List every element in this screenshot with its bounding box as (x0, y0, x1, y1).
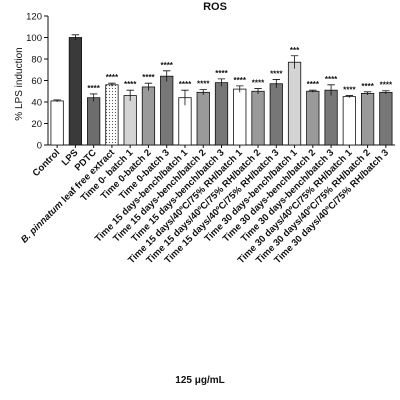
error-bar-6 (144, 82, 153, 91)
error-bar-11 (236, 85, 244, 93)
error-bar-13 (272, 79, 281, 89)
significance-label-11: **** (234, 76, 247, 85)
error-bar-19 (382, 90, 390, 94)
bar-12 (251, 90, 265, 146)
significance-label-8: **** (179, 80, 192, 89)
error-bar-8 (181, 89, 189, 106)
significance-label-3: **** (87, 84, 100, 93)
significance-label-4: **** (106, 73, 119, 82)
bar-9 (196, 91, 210, 146)
bars: ************************ ************ ****… (50, 34, 393, 146)
error-bar-7 (162, 70, 171, 82)
significance-label-13: **** (270, 69, 283, 78)
y-tick-label-80: 80 (31, 55, 42, 66)
significance-label-10: **** (215, 69, 228, 78)
y-tick-label-100: 100 (26, 33, 42, 44)
error-bar-14 (290, 55, 299, 69)
significance-label-16: **** (325, 75, 338, 84)
bar-1 (50, 100, 64, 146)
y-tick-label-120: 120 (26, 12, 42, 23)
error-bar-12 (254, 88, 262, 94)
error-bar-5 (126, 89, 134, 101)
significance-label-15: **** (307, 80, 320, 89)
bar-17 (342, 96, 356, 146)
error-bar-2 (71, 34, 80, 41)
significance-label-6: **** (142, 73, 155, 82)
significance-label-5: **** (124, 80, 137, 89)
y-tick-label-0: 0 (37, 141, 42, 152)
bar-13 (269, 83, 283, 146)
significance-label-17: **** (343, 86, 356, 95)
bar-11 (233, 88, 247, 146)
bar-3 (87, 97, 101, 146)
bar-7 (160, 75, 174, 146)
error-bar-15 (309, 89, 317, 93)
error-bar-1 (53, 99, 61, 102)
significance-label-18: **** (361, 82, 374, 91)
error-bar-4 (108, 82, 116, 87)
bar-19 (379, 91, 393, 146)
error-bar-10 (217, 78, 226, 87)
x-axis-label: 125 μg/mL (175, 375, 224, 386)
bar-6 (141, 86, 156, 146)
significance-label-14: *** (290, 46, 300, 55)
y-tick-label-20: 20 (31, 119, 42, 130)
error-bar-9 (199, 89, 207, 96)
significance-label-19: **** (380, 81, 393, 90)
error-bar-17 (345, 95, 354, 98)
category-label-1: Control (31, 147, 63, 179)
error-bar-3 (89, 93, 98, 102)
bar-16 (324, 89, 338, 146)
bar-15 (306, 90, 320, 146)
bar-4 (105, 84, 119, 146)
y-tick-label-60: 60 (31, 76, 42, 87)
significance-label-9: **** (197, 80, 210, 89)
significance-label-7: **** (160, 61, 173, 70)
error-bar-18 (363, 91, 372, 96)
chart-title: ROS (203, 1, 227, 13)
bar-2 (68, 37, 83, 146)
bar-14 (287, 61, 302, 146)
error-bar-16 (327, 84, 335, 96)
y-tick-label-40: 40 (31, 98, 42, 109)
bar-18 (360, 93, 375, 146)
bar-10 (214, 82, 229, 146)
y-axis-label: % LPS induction (14, 47, 25, 120)
bar-5 (123, 95, 137, 146)
significance-label-12: **** (252, 79, 265, 88)
